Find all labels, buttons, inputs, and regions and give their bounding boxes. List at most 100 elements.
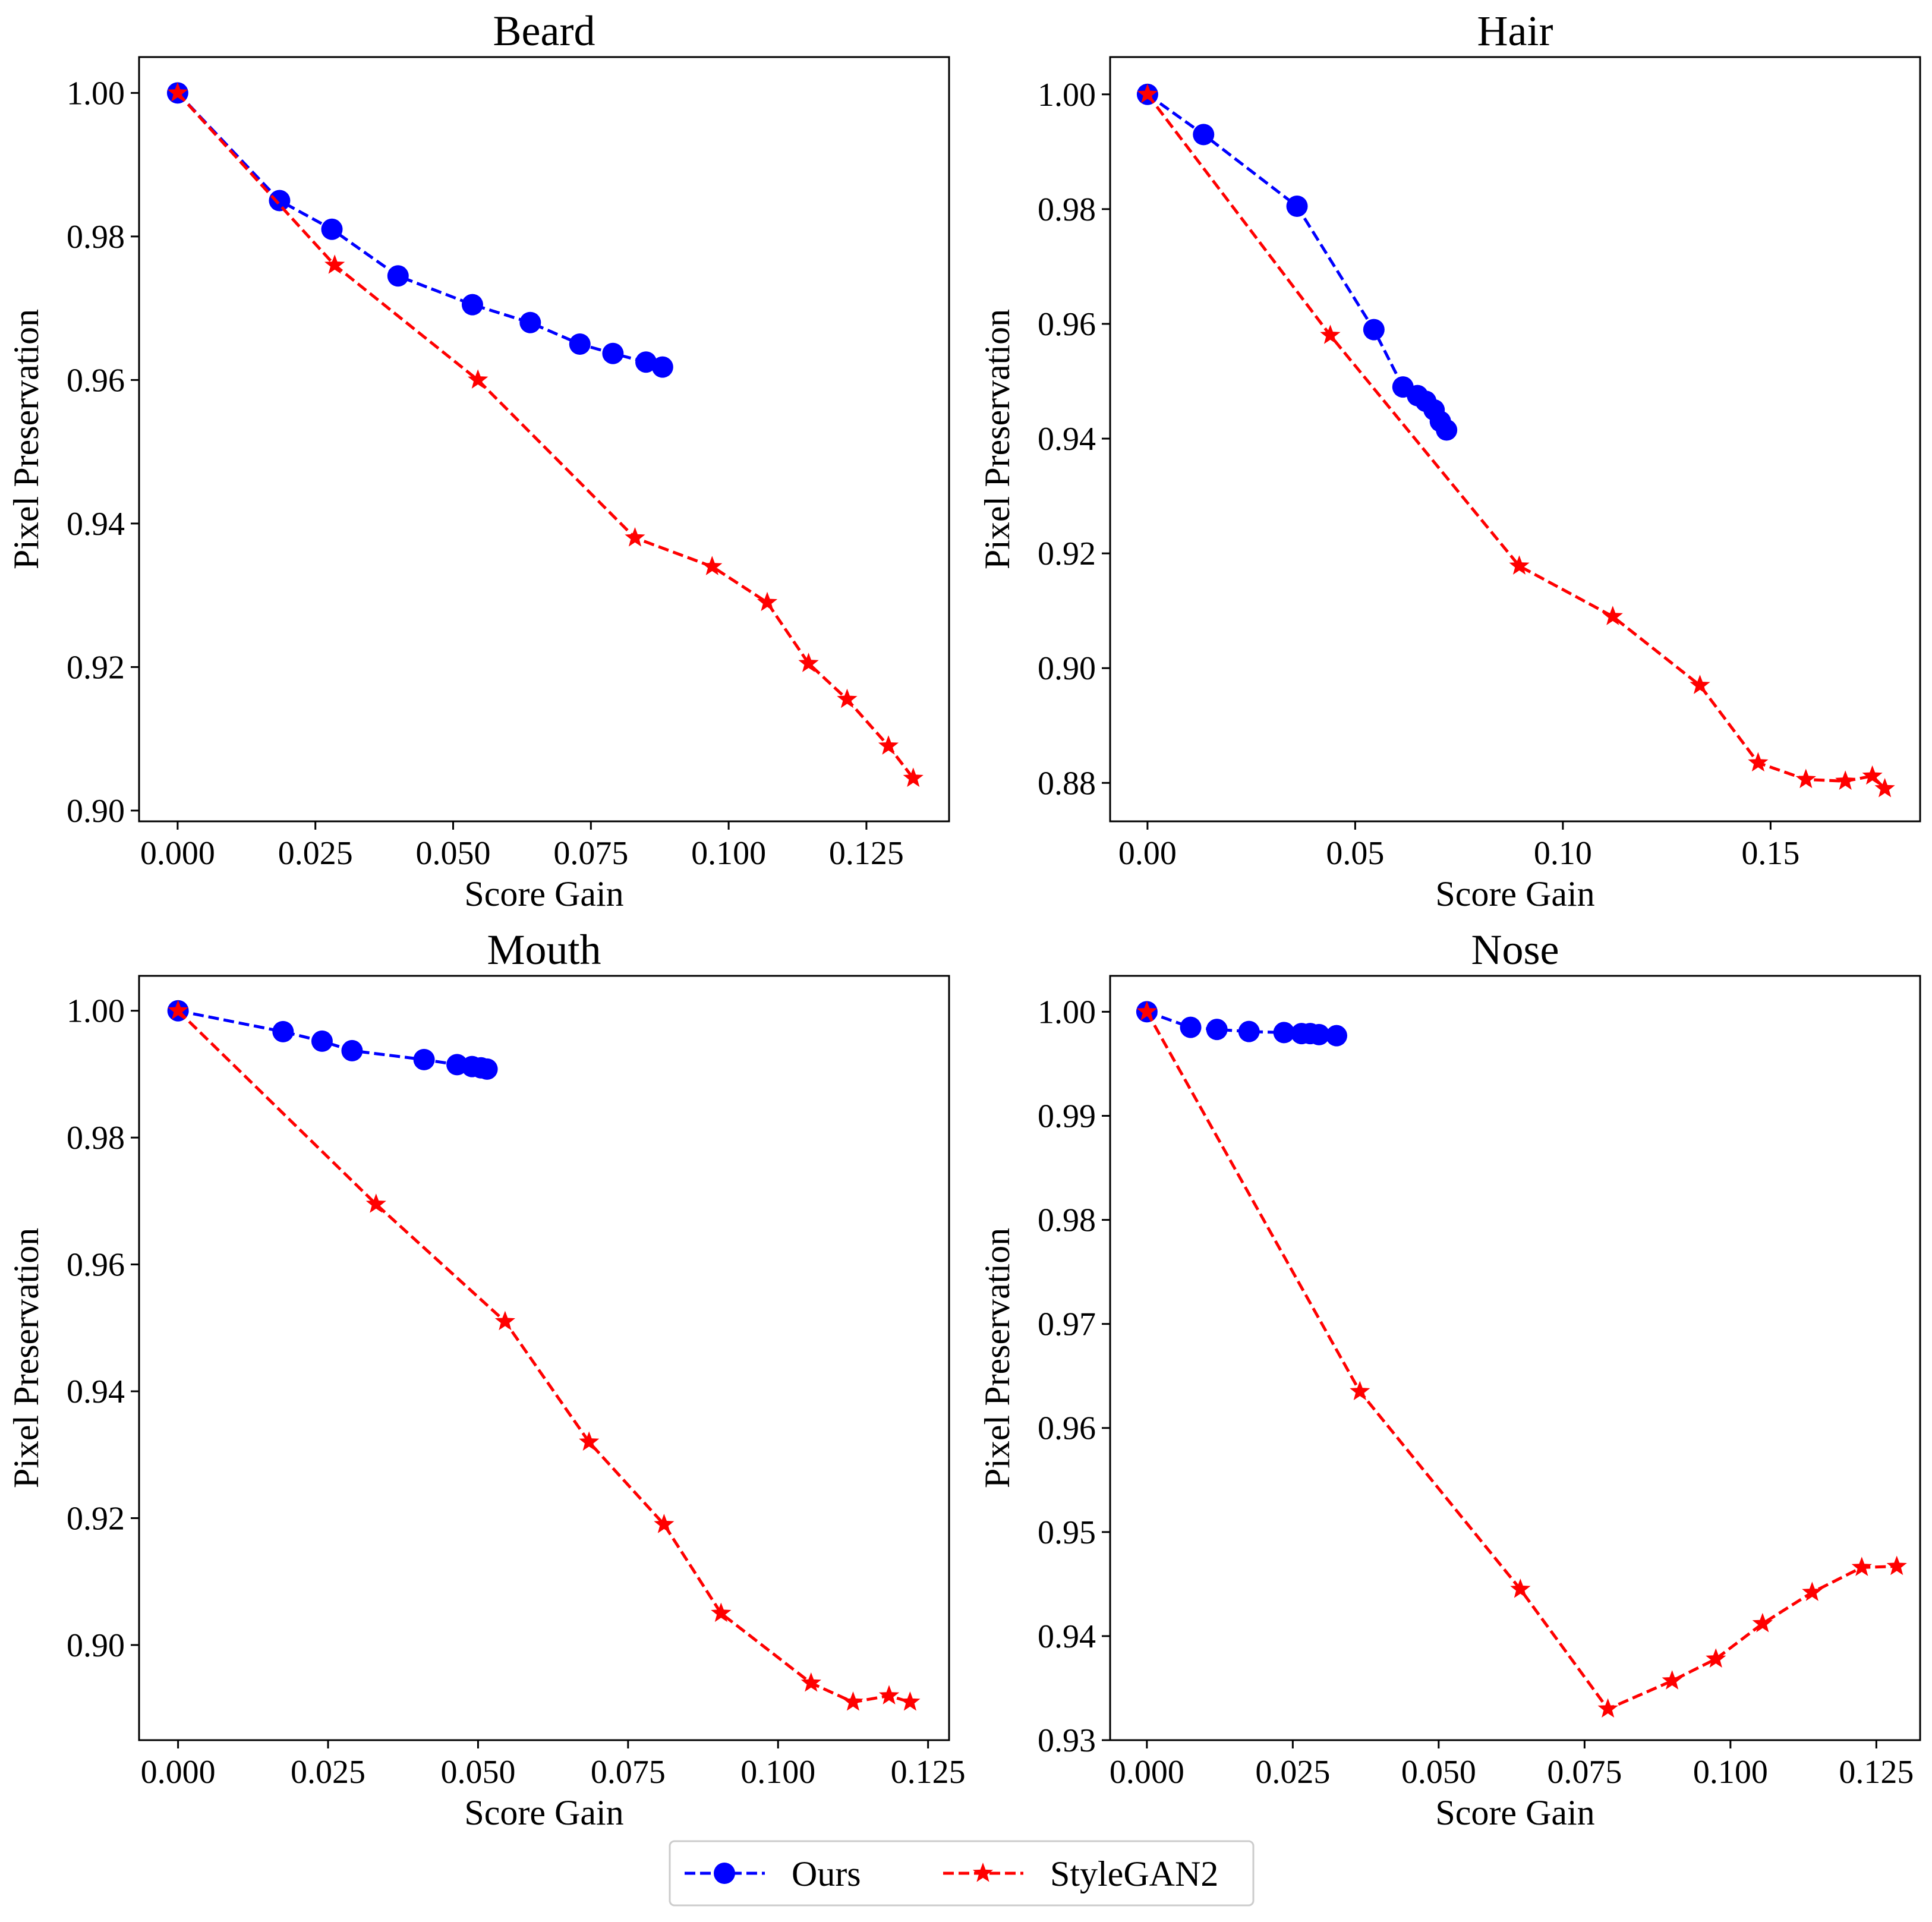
x-tick-label: 0.100 [1693,1754,1768,1791]
y-tick-label: 0.94 [1038,421,1096,458]
data-point [476,1058,498,1080]
data-point [903,767,924,787]
data-point [602,342,624,364]
legend-entry-ours: Ours [685,1854,861,1893]
data-point [1273,1022,1295,1044]
y-tick-label: 0.96 [1038,1410,1096,1447]
y-tick-label: 0.98 [67,219,125,256]
y-tick-label: 0.99 [1038,1098,1096,1135]
legend-label: StyleGAN2 [1050,1854,1218,1893]
y-tick-label: 1.00 [1038,77,1096,114]
data-point [1706,1648,1726,1668]
data-point [635,351,657,373]
legend-marker [972,1863,994,1882]
data-point [1193,124,1215,146]
data-point [900,1691,921,1711]
y-tick-label: 1.00 [1038,994,1096,1031]
data-point [1510,1578,1531,1598]
series-stylegan2 [1137,83,1895,798]
series-stylegan2 [1136,1001,1907,1718]
data-point [1326,1025,1348,1047]
x-tick-label: 0.075 [591,1754,666,1791]
data-point [167,82,188,102]
series-line [1145,1011,1897,1711]
y-tick-label: 0.88 [1038,765,1096,802]
data-point [468,369,488,389]
y-axis-label: Pixel Preservation [7,309,46,569]
x-tick-label: 0.025 [291,1754,365,1791]
y-tick-label: 0.92 [67,1500,125,1537]
data-point [1802,1581,1823,1601]
plot-frame [138,56,950,823]
data-point [324,254,345,274]
series-line [177,92,663,368]
x-tick-label: 0.000 [141,1754,216,1791]
data-point [387,265,409,287]
data-point [1308,1023,1330,1045]
data-point [1874,778,1895,798]
plot-frame [1109,975,1921,1741]
x-tick-label: 0.125 [891,1754,966,1791]
data-point [311,1030,333,1052]
data-point [702,556,723,575]
y-axis-label: Pixel Preservation [978,309,1017,569]
legend: Ours StyleGAN2 [669,1840,1255,1907]
series-stylegan2 [167,82,924,787]
subplot-hair: Hair 0.00 0.05 0.10 0.15 0.88 0.90 0.92 0.94 0.96… [978,7,1921,913]
x-tick-label: 0.125 [829,835,904,872]
series-ours [1136,83,1458,441]
data-point [1862,765,1883,785]
data-point [1286,196,1308,218]
y-tick-label: 0.92 [1038,535,1096,572]
data-point [1180,1016,1202,1038]
subplot-title: Mouth [487,926,601,973]
legend-label: Ours [792,1854,861,1893]
x-tick-label: 0.00 [1118,835,1177,872]
x-tick-label: 0.050 [416,835,491,872]
series-ours [167,1000,498,1080]
y-tick-label: 0.97 [1038,1306,1096,1343]
y-tick-label: 0.90 [67,793,125,830]
data-point [269,190,291,212]
y-tick-label: 0.94 [67,1373,125,1410]
y-tick-label: 0.93 [1038,1722,1096,1759]
data-point [1851,1556,1872,1576]
x-tick-label: 0.050 [440,1754,515,1791]
series-stylegan2 [168,1000,921,1711]
x-axis-label: Score Gain [464,1793,623,1832]
data-point [1795,768,1816,789]
data-point [1350,1381,1370,1400]
y-axis-label: Pixel Preservation [7,1228,46,1488]
subplot-beard: Beard 0.000 0.025 0.050 0.075 0.100 0.125 0.90 0… [7,7,950,913]
series-ours [1136,1001,1348,1047]
data-point [1597,1698,1618,1718]
y-tick-label: 0.94 [67,506,125,543]
data-point [800,1672,821,1692]
x-tick-label: 0.075 [1547,1754,1622,1791]
y-tick-label: 0.90 [67,1627,125,1664]
data-point [1690,675,1710,694]
y-tick-label: 0.95 [1038,1514,1096,1551]
series-line [1146,93,1886,790]
data-point [1436,419,1458,441]
x-tick-label: 0.025 [1255,1754,1330,1791]
data-point [798,653,819,672]
data-point [1752,1612,1773,1633]
x-tick-label: 0.050 [1401,1754,1476,1791]
legend-marker [714,1863,735,1884]
data-point [494,1310,515,1331]
data-point [1137,83,1158,103]
x-tick-label: 0.125 [1839,1754,1914,1791]
subplot-title: Nose [1471,926,1559,973]
y-axis-label: Pixel Preservation [978,1228,1017,1488]
y-tick-label: 0.96 [67,362,125,399]
data-point [625,527,645,547]
data-point [1662,1670,1682,1690]
data-point [878,1685,900,1704]
y-tick-label: 1.00 [67,75,125,112]
data-point [1835,770,1856,790]
y-tick-label: 0.94 [1038,1618,1096,1655]
data-point [365,1193,386,1213]
data-point [1602,606,1623,625]
